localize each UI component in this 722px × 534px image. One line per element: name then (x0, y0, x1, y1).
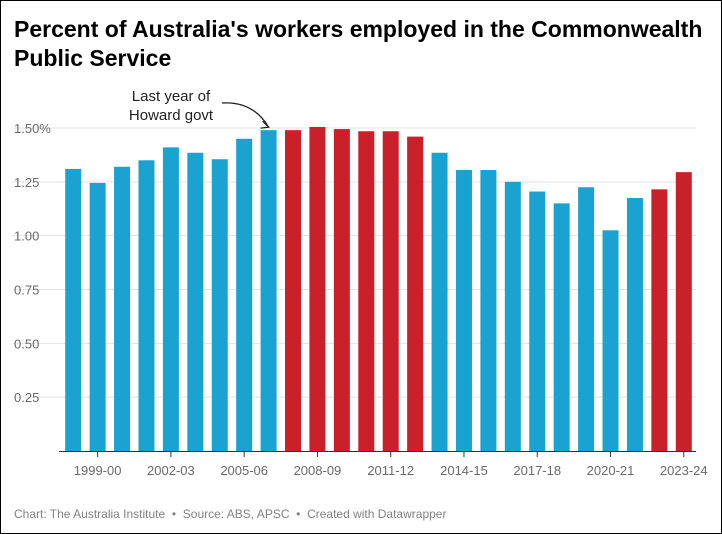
tool-credit: Created with Datawrapper (307, 507, 447, 521)
bar-2014-15 (455, 169, 472, 452)
bar-1999-00 (89, 182, 106, 451)
bar-2009-10 (333, 129, 350, 451)
bar-2018-19 (553, 203, 570, 451)
bar-2004-05 (211, 159, 228, 451)
annotation-line-2: Howard govt (129, 107, 214, 124)
y-tick-label: 1.25 (14, 175, 39, 190)
bar-2002-03 (162, 147, 179, 451)
x-tick-label: 2002-03 (147, 463, 195, 478)
bar-2012-13 (407, 136, 424, 451)
bar-2007-08 (285, 130, 302, 452)
bar-2022-23 (651, 189, 668, 451)
y-tick-label: 1.00 (14, 229, 39, 244)
chart-title: Percent of Australia's workers employed … (14, 16, 703, 71)
annotation-line-1: Last year of (132, 88, 211, 105)
x-tick-label: 2014-15 (440, 463, 488, 478)
y-tick-label: 0.75 (14, 283, 39, 298)
y-tick-label: 0.25 (14, 390, 39, 405)
bar-2000-01 (114, 166, 131, 451)
x-tick-label: 2008-09 (294, 463, 342, 478)
chart-footer: Chart: The Australia Institute • Source:… (14, 507, 446, 521)
x-tick-label: 2020-21 (587, 463, 635, 478)
bar-2006-07 (260, 130, 277, 452)
bar-2013-14 (431, 152, 448, 451)
y-tick-label: 0.50 (14, 336, 39, 351)
annotation-arrow (221, 102, 270, 128)
x-tick-label: 1999-00 (74, 463, 122, 478)
bar-2017-18 (529, 191, 546, 452)
x-tick-label: 2011-12 (367, 463, 414, 478)
bar-2005-06 (236, 138, 253, 451)
x-tick-label: 2023-24 (660, 463, 708, 478)
footer-separator: • (292, 507, 304, 521)
bar-2001-02 (138, 160, 155, 452)
bar-2021-22 (626, 197, 643, 451)
bar-2023-24 (675, 172, 692, 452)
x-tick-label: 2005-06 (220, 463, 268, 478)
bar-2010-11 (358, 131, 375, 452)
bar-2008-09 (309, 126, 326, 451)
bar-2011-12 (382, 131, 399, 452)
footer-separator: • (168, 507, 180, 521)
y-tick-label: 1.50% (14, 121, 51, 136)
bar-2019-20 (578, 187, 595, 451)
bar-2003-04 (187, 152, 204, 451)
source-note: Source: ABS, APSC (182, 507, 290, 521)
bar-2015-16 (480, 169, 497, 452)
annotation-arrowhead (260, 120, 270, 129)
x-tick-label: 2017-18 (513, 463, 561, 478)
bar-1998-99 (65, 168, 82, 451)
bar-2016-17 (504, 181, 521, 452)
chart-credit: Chart: The Australia Institute (14, 507, 166, 521)
bar-2020-21 (602, 230, 619, 451)
